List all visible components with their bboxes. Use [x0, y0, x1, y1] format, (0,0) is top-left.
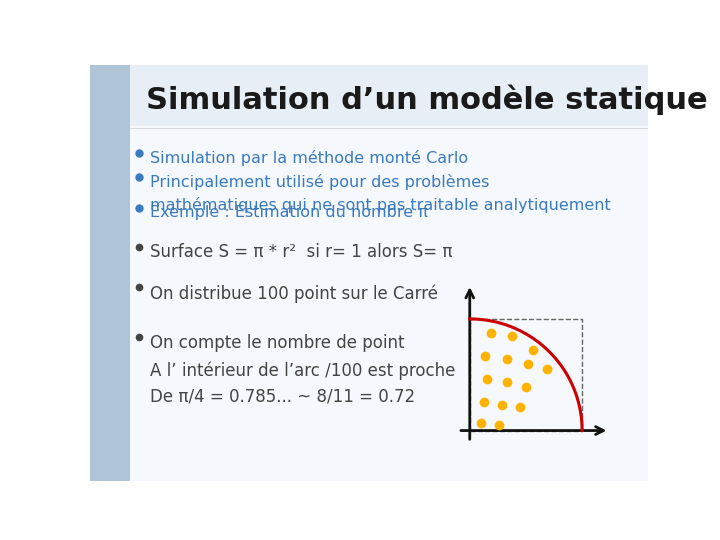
Bar — [130, 65, 648, 126]
Text: Exemple : Estimation du nombre π: Exemple : Estimation du nombre π — [150, 205, 428, 220]
Text: Principalement utilisé pour des problèmes
mathématiques qui ne sont pas traitabl: Principalement utilisé pour des problème… — [150, 174, 611, 213]
Text: On compte le nombre de point
A l’ intérieur de l’arc /100 est proche
De π/4 = 0.: On compte le nombre de point A l’ intéri… — [150, 334, 456, 406]
Bar — [454, 269, 625, 450]
Text: Simulation par la méthode monté Carlo: Simulation par la méthode monté Carlo — [150, 150, 469, 165]
Text: On distribue 100 point sur le Carré: On distribue 100 point sur le Carré — [150, 284, 438, 303]
Text: Simulation d’un modèle statique: Simulation d’un modèle statique — [145, 84, 708, 114]
Bar — [90, 65, 130, 481]
Bar — [469, 319, 582, 430]
Text: Surface S = π * r²  si r= 1 alors S= π: Surface S = π * r² si r= 1 alors S= π — [150, 244, 453, 261]
